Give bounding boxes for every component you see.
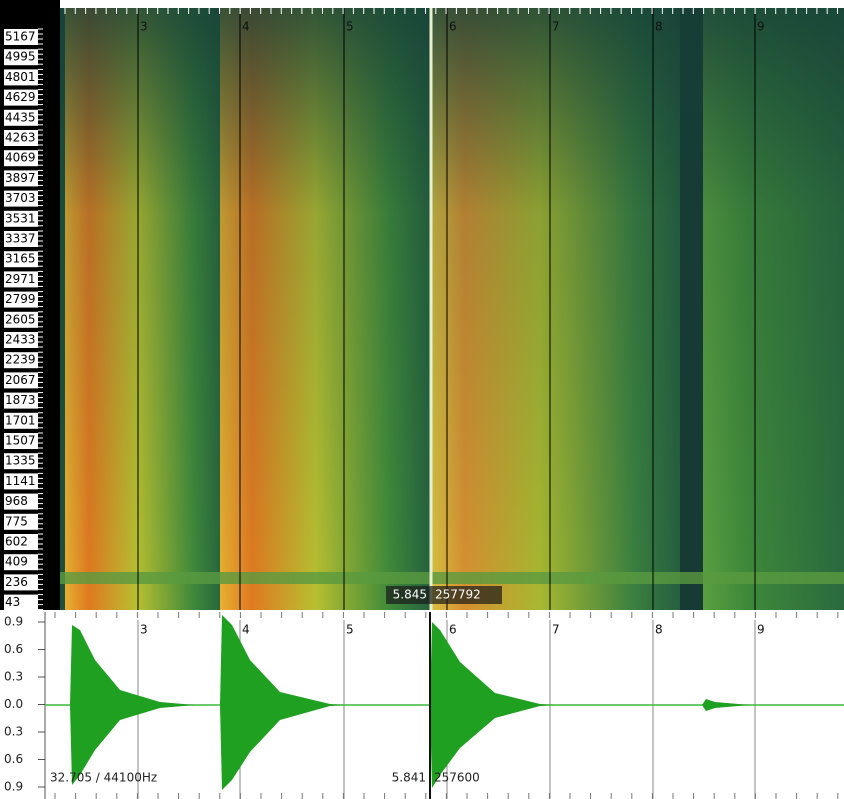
freq-label: 2067 [5,373,36,387]
freq-label-box [4,89,38,106]
freq-label: 4263 [5,131,36,145]
time-label: 6 [449,20,457,34]
time-label: 7 [552,623,560,637]
freq-label-box [4,170,38,187]
time-label: 3 [140,623,148,637]
cursor-sample: 257600 [434,771,480,785]
freq-label-box [4,534,38,550]
time-label: 4 [242,623,250,637]
freq-label: 3337 [5,232,36,246]
freq-label: 2971 [5,272,36,286]
freq-label-box [4,29,38,45]
amp-label: 0.0 [4,697,23,711]
amp-label: 0.9 [4,780,23,794]
amp-label: 0.3 [4,725,23,739]
freq-label-box [4,291,38,308]
freq-label: 4801 [5,70,36,84]
freq-label: 2799 [5,292,36,306]
freq-label-box [4,574,38,591]
freq-label: 2239 [5,353,36,367]
freq-label: 5167 [5,30,36,44]
freq-label: 43 [5,595,20,609]
amp-label: 0.6 [4,752,23,766]
wave-burst [220,615,345,790]
freq-label: 3897 [5,171,36,185]
freq-label-box [4,372,38,389]
freq-label-box [4,433,38,449]
freq-label: 4069 [5,151,36,165]
wave-burst [430,622,555,788]
freq-label: 1507 [5,434,36,448]
freq-label: 602 [5,535,28,549]
time-label: 4 [242,20,250,34]
sample-rate-info: 32.705 / 44100Hz [50,771,157,785]
time-label: 3 [140,20,148,34]
freq-label: 4435 [5,110,36,124]
freq-label-box [4,392,38,409]
time-label: 7 [552,20,560,34]
freq-label-box [4,210,38,227]
freq-label: 3531 [5,211,36,225]
freq-label: 3165 [5,252,36,266]
cursor-time: 5.841 [392,771,426,785]
freq-label: 968 [5,494,28,508]
wave-burst [702,699,750,711]
freq-label-box [4,271,38,288]
freq-label-box [4,513,38,530]
cursor-time: 5.845 [393,588,427,602]
freq-label-box [4,554,38,571]
freq-label: 2605 [5,312,36,326]
amp-label: 0.9 [4,615,23,629]
freq-label: 1873 [5,393,36,407]
waveform [70,615,750,790]
freq-label: 1141 [5,474,36,488]
time-ruler [60,0,844,8]
freq-label: 1701 [5,413,36,427]
freq-label-box [4,412,38,429]
freq-label-box [4,311,38,328]
freq-label-box [4,332,38,348]
time-label: 8 [655,623,663,637]
freq-label-box [4,251,38,268]
freq-label-box [4,473,38,490]
freq-label-box [4,231,38,247]
cursor-readout-bg [386,586,502,604]
spectral-fade [60,0,844,610]
freq-label: 775 [5,514,28,528]
time-label: 5 [346,20,354,34]
freq-label-box [4,130,38,146]
low-band [60,572,844,584]
freq-label-box [4,150,38,167]
time-label: 9 [757,20,765,34]
amp-label: 0.6 [4,642,23,656]
freq-label: 236 [5,575,28,589]
freq-label-box [4,352,38,369]
time-label: 5 [346,623,354,637]
freq-label-box [4,49,38,66]
cursor-sample: 257792 [435,588,481,602]
freq-label: 4995 [5,50,36,64]
amp-label: 0.3 [4,670,23,684]
freq-label-box [4,190,38,207]
time-label: 6 [449,623,457,637]
freq-label: 2433 [5,333,36,347]
freq-label-box [4,109,38,126]
time-label: 9 [757,623,765,637]
freq-label: 1335 [5,454,36,468]
wave-burst [70,625,195,785]
freq-label-box [4,453,38,470]
freq-label-box [4,69,38,86]
freq-label: 3703 [5,191,36,205]
time-label: 8 [655,20,663,34]
freq-label-box [4,594,38,611]
freq-label: 4629 [5,90,36,104]
freq-label: 409 [5,555,28,569]
freq-label-box [4,493,38,510]
